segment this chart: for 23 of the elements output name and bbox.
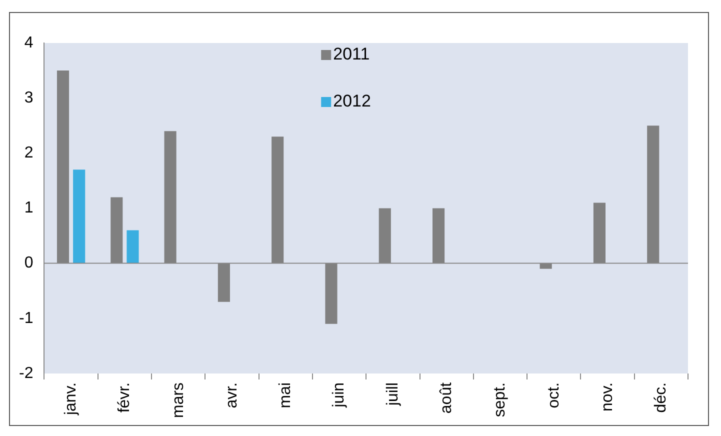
bar: [126, 230, 139, 264]
y-tick-label: 0: [24, 254, 34, 272]
x-tick-label: sept.: [492, 382, 509, 418]
x-tick-label: janv.: [62, 382, 80, 416]
legend-label: 2011: [333, 44, 370, 64]
x-tick-label: févr.: [116, 382, 134, 413]
x-tick-label: juill: [384, 382, 402, 407]
y-tick-label: 3: [24, 89, 34, 106]
x-tick-label: nov.: [598, 382, 616, 412]
x-tick-label: août: [438, 382, 455, 414]
legend-label: 2012: [333, 92, 371, 111]
y-tick-label: -2: [18, 364, 34, 382]
x-tick-label: mai: [277, 382, 294, 408]
bar: [73, 170, 86, 264]
x-tick-label: déc.: [652, 382, 670, 413]
y-tick-label: 1: [24, 200, 34, 217]
x-tick-label: mars: [170, 382, 187, 418]
x-tick-label: oct.: [545, 382, 562, 408]
y-tick-label: 4: [24, 34, 34, 52]
y-tick-label: 2: [24, 144, 34, 162]
x-tick-label: juin: [330, 382, 348, 408]
x-tick-label: avr.: [223, 382, 240, 408]
y-tick-label: -1: [18, 310, 34, 327]
